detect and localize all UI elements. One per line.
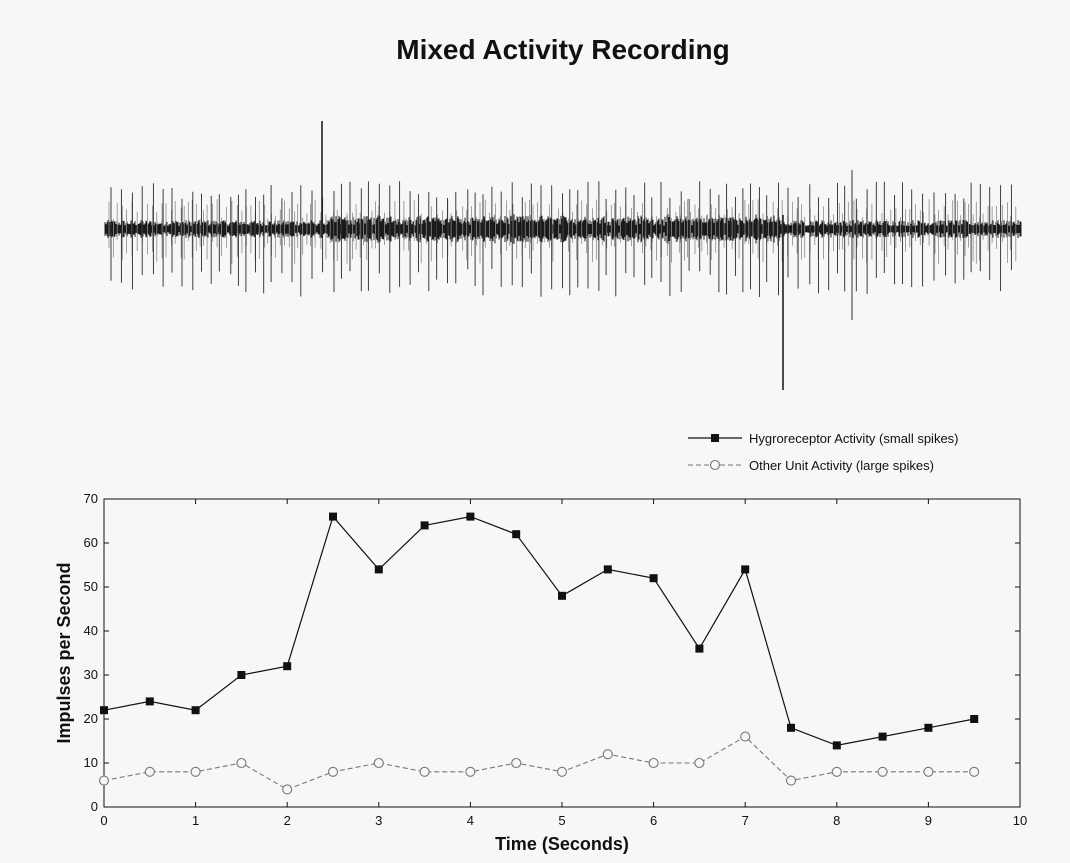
data-point-other-unit [419, 766, 430, 777]
series-markers [98, 512, 980, 795]
data-point-hygroreceptor [970, 715, 979, 723]
data-point-other-unit [144, 766, 155, 777]
data-point-hygroreceptor [558, 591, 566, 600]
x-tick-label: 4 [467, 813, 474, 828]
y-tick-label: 30 [84, 667, 98, 682]
data-point-other-unit [602, 749, 613, 760]
data-point-hygroreceptor [695, 644, 704, 653]
legend-label-other-unit: Other Unit Activity (large spikes) [749, 458, 934, 473]
y-tick-label: 50 [84, 579, 98, 594]
x-tick-label: 2 [284, 813, 291, 828]
x-tick-label: 6 [650, 813, 657, 828]
y-tick-label: 10 [84, 755, 98, 770]
y-tick-label: 60 [84, 535, 98, 550]
data-point-other-unit [373, 757, 384, 769]
data-point-other-unit [785, 775, 797, 786]
y-tick-label: 0 [91, 799, 98, 814]
series-lines [103, 515, 975, 791]
y-axis-title: Impulses per Second [54, 562, 74, 743]
data-point-other-unit [694, 757, 705, 769]
x-tick-label: 1 [192, 813, 199, 828]
data-point-hygroreceptor [603, 565, 612, 574]
data-point-other-unit [511, 757, 522, 769]
y-tick-label: 20 [84, 711, 98, 726]
data-point-hygroreceptor [741, 565, 750, 574]
data-point-other-unit [923, 766, 934, 777]
data-point-hygroreceptor [649, 574, 658, 583]
chart-title: Mixed Activity Recording [396, 34, 730, 65]
data-point-hygroreceptor [374, 565, 383, 574]
trace-large-spikes [110, 181, 1012, 297]
data-point-other-unit [556, 766, 568, 777]
data-point-hygroreceptor [145, 697, 154, 706]
data-point-hygroreceptor [329, 512, 337, 521]
data-point-other-unit [831, 766, 842, 777]
axis-ticks: 0 1 2 3 4 5 6 7 8 9 10 0 10 20 30 40 50 60 70 [84, 491, 1028, 828]
data-point-other-unit [236, 757, 247, 769]
series-line-other-unit [103, 735, 975, 791]
legend-marker-other-unit [709, 459, 721, 471]
y-tick-label: 40 [84, 623, 98, 638]
data-point-other-unit [465, 766, 476, 777]
data-point-hygroreceptor [100, 706, 108, 715]
data-point-other-unit [740, 731, 751, 742]
legend: Hygroreceptor Activity (small spikes) Ot… [688, 431, 959, 473]
legend-label-hygroreceptor: Hygroreceptor Activity (small spikes) [749, 431, 959, 446]
series-line-hygroreceptor [103, 515, 975, 747]
x-tick-label: 8 [833, 813, 840, 828]
x-tick-label: 3 [375, 813, 382, 828]
data-point-other-unit [327, 766, 339, 777]
plot-frame [103, 498, 1021, 808]
x-tick-label: 9 [925, 813, 932, 828]
data-point-hygroreceptor [191, 706, 200, 715]
recording-trace [104, 121, 1022, 390]
data-point-other-unit [282, 784, 293, 795]
data-point-other-unit [877, 766, 888, 777]
data-point-hygroreceptor [878, 732, 887, 741]
legend-marker-hygroreceptor [711, 434, 719, 442]
data-point-hygroreceptor [787, 723, 795, 732]
x-tick-label: 10 [1013, 813, 1027, 828]
data-point-other-unit [648, 757, 659, 769]
y-tick-label: 70 [84, 491, 98, 506]
data-point-hygroreceptor [283, 662, 292, 671]
x-tick-label: 7 [742, 813, 749, 828]
data-point-hygroreceptor [512, 530, 521, 539]
x-tick-label: 0 [100, 813, 107, 828]
data-point-hygroreceptor [237, 671, 246, 679]
data-point-other-unit [969, 766, 980, 777]
data-point-other-unit [190, 766, 201, 777]
data-point-other-unit [98, 775, 110, 786]
x-tick-label: 5 [558, 813, 565, 828]
data-point-hygroreceptor [924, 723, 933, 732]
x-axis-title: Time (Seconds) [495, 834, 629, 854]
data-point-hygroreceptor [466, 512, 475, 521]
data-point-hygroreceptor [420, 521, 429, 530]
trace-small-spikes [108, 199, 1017, 264]
data-point-hygroreceptor [832, 741, 841, 750]
